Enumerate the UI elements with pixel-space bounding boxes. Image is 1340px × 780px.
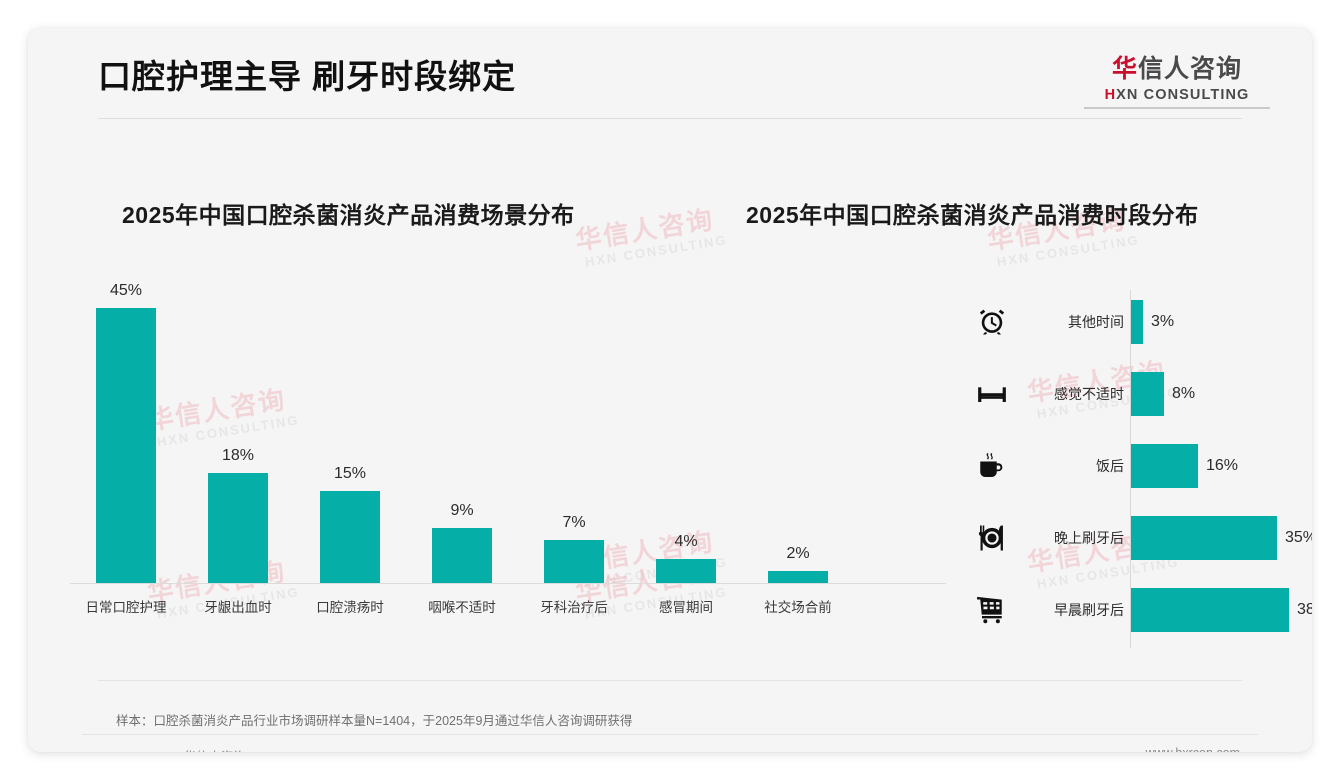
bar-category-label: 饭后 [1096,458,1124,474]
footer-divider [82,734,1258,735]
bar-category-label: 日常口腔护理 [85,600,167,615]
bar-row: 晚上刷牙后 35% [958,502,1312,574]
bar-value-label: 18% [221,447,255,464]
bar-column: 45% [70,278,182,583]
bar-category-label: 口腔溃疡时 [316,600,384,615]
bar [1131,588,1289,632]
bar-row: 早晨刷牙后 38% [958,574,1312,646]
logo-chinese-text: 华信人咨询 [1084,55,1270,84]
coffee-mug-icon [974,448,1010,484]
bar-column: 2% [742,278,854,583]
bar-category-label: 牙科治疗后 [540,600,608,615]
bar-category-label: 其他时间 [1068,314,1124,330]
bar-value-label: 45% [109,282,143,299]
bar-value-label: 4% [674,533,698,550]
header-divider [98,118,1242,119]
watermark-en: HXN CONSULTING [995,232,1141,270]
bar-category-label: 牙龈出血时 [204,600,272,615]
bar-value-label: 38% [1297,601,1312,618]
bar [1131,516,1277,560]
logo-cn-red-char: 华 [1111,55,1138,83]
right-chart-axis [1130,290,1131,648]
website-link[interactable]: www.hxrcon.com [1146,746,1240,752]
bar-column: 4% [630,278,742,583]
logo-underline [1084,106,1270,109]
bar-category-label: 晚上刷牙后 [1054,530,1124,546]
bar-value-label: 35% [1285,529,1312,546]
bar-value-label: 3% [1151,313,1175,330]
bar-value-label: 2% [786,545,810,562]
alarm-clock-icon [974,304,1010,340]
bar-category-label: 感冒期间 [659,600,713,615]
left-bar-chart: 45% 18% 15% 9% 7% 4% 2% 日常口腔护理 牙龈出血时 口腔溃疡时 咽喉不适时 牙… [46,278,946,628]
bar-row: 感觉不适时 8% [958,358,1288,430]
watermark-cn: 华信人咨询 [573,204,717,256]
logo-en-rest: XN CONSULTING [1116,86,1250,103]
bar [432,528,492,583]
bar-value-label: 15% [333,465,367,482]
bar [1131,372,1164,416]
bar [1131,300,1143,344]
bar-category-label: 早晨刷牙后 [1054,602,1124,618]
footnote-divider [98,680,1242,681]
page-title: 口腔护理主导 刷牙时段绑定 [98,58,517,95]
left-chart-plot: 45% 18% 15% 9% 7% 4% 2% [70,278,946,583]
bar-value-label: 8% [1172,385,1196,402]
bar [544,540,604,583]
logo-english-text: HXN CONSULTING [1084,87,1270,103]
bar-column: 9% [406,278,518,583]
bar-column: 18% [182,278,294,583]
watermark-en: HXN CONSULTING [583,232,729,270]
logo-cn-rest: 信人咨询 [1138,55,1243,83]
right-chart-title: 2025年中国口腔杀菌消炎产品消费时段分布 [746,202,1199,228]
bar-category-label: 社交场合前 [764,600,832,615]
shopping-cart-icon [974,592,1010,628]
copyright-text: ©2025.11 HXR华信人咨询 [100,746,246,752]
left-chart-baseline [70,583,946,584]
bar [656,559,716,583]
bar [320,491,380,583]
watermark: 华信人咨询 HXN CONSULTING [573,204,729,271]
logo-en-red-char: H [1104,86,1117,103]
bar [1131,444,1198,488]
slide-card: 华信人咨询 HXN CONSULTING 华信人咨询 HXN CONSULTIN… [28,28,1312,752]
slide-header: 口腔护理主导 刷牙时段绑定 华信人咨询 HXN CONSULTING [28,28,1312,120]
bar-category-label: 咽喉不适时 [428,600,496,615]
plate-cutlery-icon [974,520,1010,556]
bar-row: 其他时间 3% [958,286,1288,358]
bar [208,473,268,583]
bar-value-label: 7% [562,514,586,531]
bar-value-label: 16% [1206,457,1239,474]
bed-icon [974,376,1010,412]
bar-column: 7% [518,278,630,583]
bar-category-label: 感觉不适时 [1054,386,1124,402]
footnote-text: 样本：口腔杀菌消炎产品行业市场调研样本量N=1404，于2025年9月通过华信人… [116,714,633,728]
left-chart-title: 2025年中国口腔杀菌消炎产品消费场景分布 [122,202,575,228]
bar [96,308,156,583]
brand-logo: 华信人咨询 HXN CONSULTING [1084,55,1270,109]
right-bar-chart: 其他时间 3% 感觉不适时 8% 饭后 16% 晚上刷牙后 35% 早晨刷牙后 38% [958,286,1312,652]
bar-row: 饭后 16% [958,430,1288,502]
bar-column: 15% [294,278,406,583]
bar-value-label: 9% [450,502,474,519]
bar [768,571,828,583]
